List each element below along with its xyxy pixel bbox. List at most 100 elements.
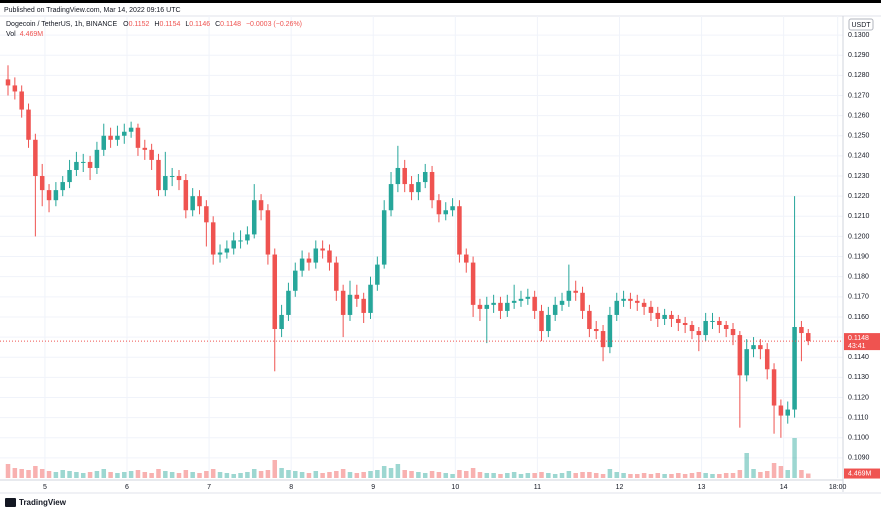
volume-bar: [566, 471, 572, 478]
volume-bar: [730, 473, 736, 478]
candle-body: [436, 200, 442, 215]
candle-body: [771, 369, 777, 406]
candle-body: [293, 270, 298, 291]
volume-bar: [299, 472, 305, 478]
volume-bar: [559, 473, 565, 478]
candle-body: [204, 206, 209, 223]
volume-bar: [33, 466, 38, 478]
candle-body: [231, 240, 236, 249]
plot-area: [0, 16, 843, 478]
volume-bar: [108, 472, 113, 478]
volume-bar: [436, 472, 442, 478]
candle-body: [313, 248, 319, 263]
candle-body: [238, 240, 243, 242]
volume-bar: [238, 473, 243, 478]
volume-bar: [67, 471, 72, 478]
tradingview-logo: [5, 498, 16, 507]
candle-body: [792, 327, 797, 410]
candle-body: [416, 182, 421, 193]
candle-body: [764, 349, 770, 370]
volume-bar: [737, 470, 743, 478]
candle-body: [176, 176, 182, 181]
volume-bar: [128, 471, 134, 478]
l-label: L: [185, 21, 189, 28]
y-tick-label: 0.1280: [848, 72, 870, 79]
candle-body: [74, 161, 79, 170]
volume-bar: [422, 473, 428, 478]
y-tick-label: 0.1240: [848, 153, 870, 160]
volume-bar: [593, 473, 599, 478]
candle-body: [409, 184, 414, 193]
volume-bar: [354, 473, 360, 478]
volume-bar: [498, 474, 503, 478]
volume-label-box: [844, 468, 880, 479]
candle-body: [53, 190, 59, 201]
price-label-box: [844, 333, 880, 351]
candle-body: [628, 298, 633, 301]
volume-bar: [402, 470, 407, 478]
candle-body: [785, 409, 790, 416]
volume-bar: [258, 471, 264, 478]
o-value: 0.1152: [129, 21, 150, 28]
h-label: H: [154, 21, 159, 28]
candle-body: [12, 85, 18, 92]
volume-bar: [546, 473, 551, 478]
volume-bar: [587, 472, 592, 478]
x-tick-label: 7: [207, 484, 211, 491]
candle-body: [67, 169, 72, 183]
candle-body: [737, 335, 743, 376]
candle-body: [395, 167, 401, 185]
volume-bar: [669, 474, 674, 478]
candle-body: [593, 329, 599, 332]
candle-body: [334, 262, 339, 291]
candle-body: [778, 405, 784, 416]
candle-body: [340, 290, 346, 315]
volume-bar: [334, 471, 339, 478]
volume-bar: [573, 473, 578, 478]
candle-body: [19, 91, 24, 110]
candle-body: [580, 292, 585, 311]
x-tick-label: 18:00: [829, 484, 847, 491]
volume-bar: [491, 473, 496, 478]
volume-bar: [409, 471, 414, 478]
x-tick-label: 9: [371, 484, 375, 491]
volume-bar: [525, 473, 531, 478]
x-tick-label: 11: [534, 484, 541, 491]
y-tick-label: 0.1110: [848, 414, 868, 421]
x-tick-label: 10: [451, 484, 459, 491]
volume-bar: [621, 473, 626, 478]
candle-body: [464, 254, 469, 263]
y-tick-label: 0.1100: [848, 435, 869, 442]
candle-body: [470, 262, 476, 305]
candle-body: [717, 320, 722, 325]
volume-bar: [751, 469, 756, 478]
volume-bar: [94, 471, 100, 478]
countdown: 43:41: [848, 343, 866, 350]
volume-bar: [600, 474, 606, 478]
candle-body: [429, 171, 435, 201]
x-tick-label: 8: [289, 484, 293, 491]
volume-bar: [135, 470, 141, 478]
candle-body: [286, 290, 291, 315]
candle-body: [39, 176, 45, 191]
candle-body: [559, 300, 565, 305]
currency-box[interactable]: [848, 18, 874, 31]
volume-bar: [539, 472, 544, 478]
y-tick-label: 0.1160: [848, 314, 869, 321]
volume-bar: [805, 473, 811, 478]
candle-body: [265, 210, 271, 255]
volume-bar: [518, 474, 524, 478]
volume-bar: [245, 472, 250, 478]
volume-bar: [457, 470, 462, 478]
volume-bar: [19, 469, 24, 478]
candle-body: [299, 258, 305, 271]
candle-body: [566, 290, 572, 301]
y-tick-label: 0.1260: [848, 112, 870, 119]
volume-bar: [169, 472, 175, 478]
candle-body: [245, 234, 250, 241]
volume-bar: [74, 472, 79, 478]
x-tick-label: 12: [616, 484, 624, 491]
volume-bar: [224, 473, 230, 478]
volume-bar: [204, 471, 209, 478]
